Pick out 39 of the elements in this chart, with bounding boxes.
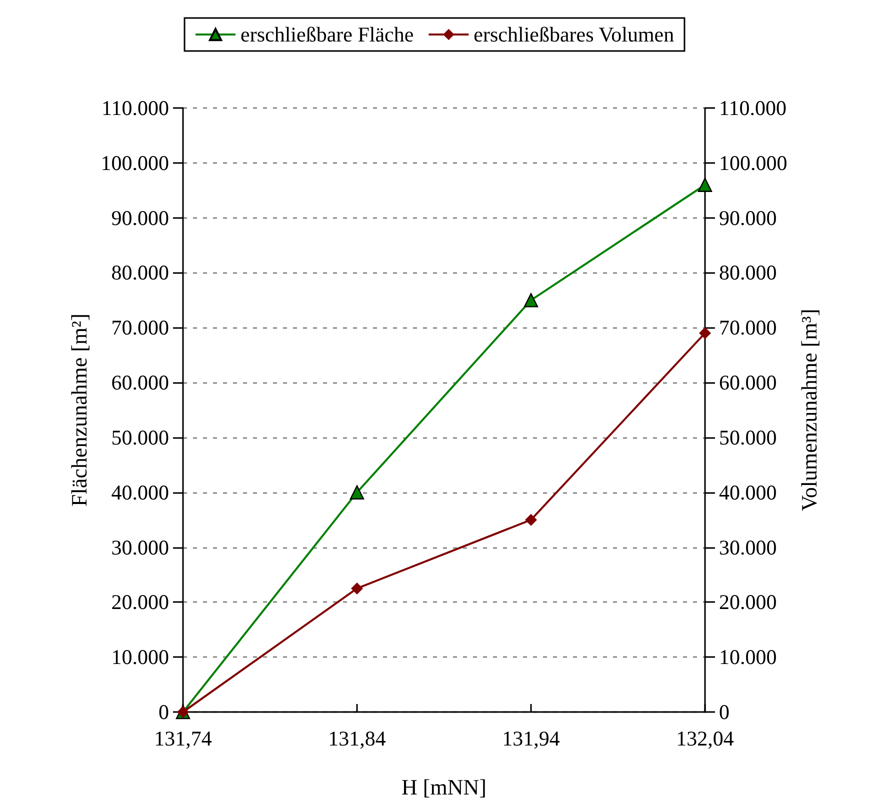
point <box>524 293 538 308</box>
y-axis-title: Flächenzunahme [m²] <box>66 314 92 506</box>
x-tick-label: 131,94 <box>502 726 560 750</box>
y-tick-label: 70.000 <box>111 316 169 340</box>
y-tick-label: 0 <box>158 700 169 724</box>
y2-tick-label: 70.000 <box>719 316 777 340</box>
y2-axis-title: Volumenzunahme [m³] <box>796 308 822 512</box>
x-axis-title: H [mNN] <box>402 774 486 800</box>
y2-tick-label: 30.000 <box>719 535 777 560</box>
y2-tick-label: 100.000 <box>719 150 788 175</box>
y-tick-label: 60.000 <box>111 370 169 395</box>
y2-tick-label: 60.000 <box>719 370 777 395</box>
y-tick-label: 40.000 <box>111 480 169 504</box>
legend-label: erschließbares Volumen <box>474 22 675 46</box>
y2-tick-label: 10.000 <box>719 645 777 670</box>
point <box>699 327 711 340</box>
point <box>698 178 712 192</box>
y2-tick-label: 20.000 <box>719 590 777 614</box>
x-tick-label: 131,74 <box>154 726 212 750</box>
x-tick-label: 132,04 <box>676 726 734 750</box>
point <box>525 514 537 526</box>
y-tick-label: 50.000 <box>111 425 169 450</box>
y-tick-label: 90.000 <box>111 206 169 230</box>
y-tick-label: 30.000 <box>111 535 169 560</box>
y2-tick-label: 40.000 <box>719 480 777 504</box>
y-tick-label: 110.000 <box>102 96 169 120</box>
y2-tick-label: 0 <box>719 700 730 724</box>
y2-tick-label: 110.000 <box>719 96 786 120</box>
legend-label: erschließbare Fläche <box>240 22 414 46</box>
y-tick-label: 10.000 <box>111 645 169 670</box>
point <box>351 582 363 594</box>
x-tick-label: 131,84 <box>328 726 386 750</box>
y2-tick-label: 80.000 <box>719 260 777 285</box>
point <box>350 485 364 500</box>
y2-tick-label: 90.000 <box>719 206 777 230</box>
y-tick-label: 20.000 <box>111 590 169 614</box>
y2-tick-label: 50.000 <box>719 425 777 450</box>
y-tick-label: 80.000 <box>111 260 169 285</box>
y-tick-label: 100.000 <box>100 150 169 175</box>
